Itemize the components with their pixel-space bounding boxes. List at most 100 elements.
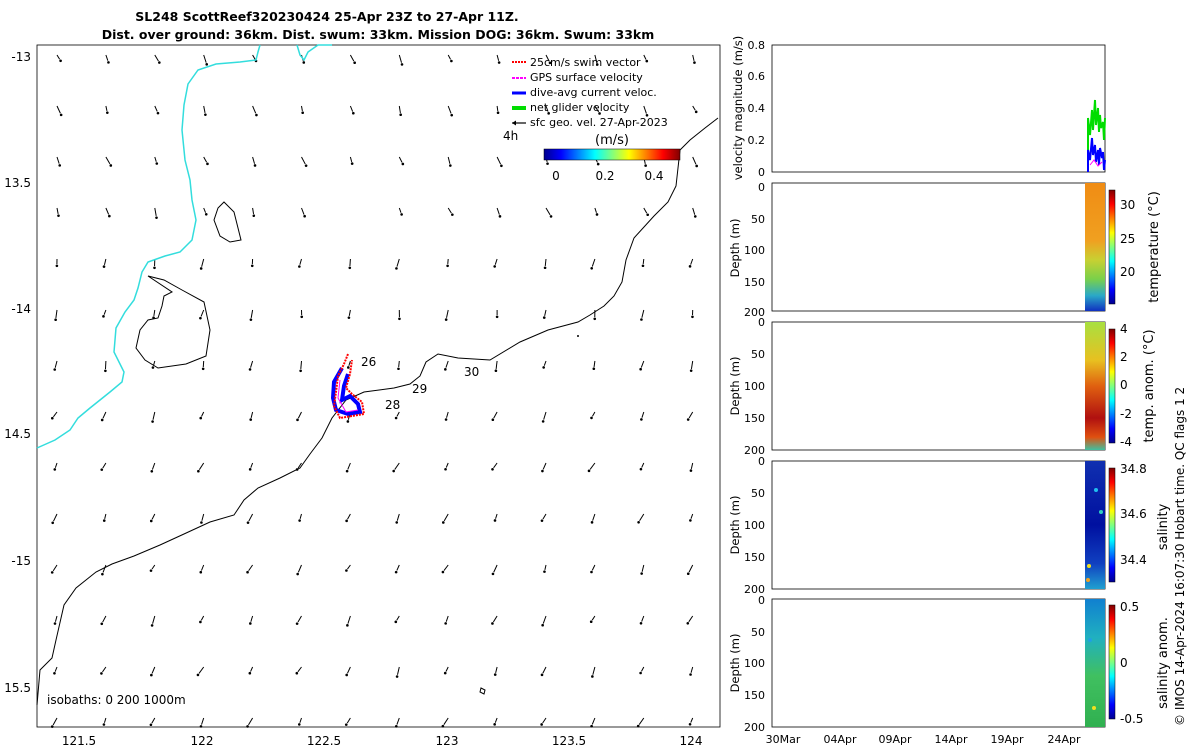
sfc-geo-vector-head [199, 267, 203, 270]
depth-tick: 200 [744, 444, 765, 457]
sfc-geo-vector-head [204, 113, 207, 116]
time-tick: 30Mar [766, 733, 801, 746]
temp-anom-cb-tick: 4 [1120, 322, 1128, 336]
sfc-geo-vector-head [636, 724, 640, 728]
sfc-geo-vector [54, 666, 58, 672]
isobaths-label: isobaths: 0 200 1000m [47, 693, 186, 707]
sfc-geo-vector [593, 360, 596, 368]
sfc-geo-vector-head [496, 111, 500, 115]
salinity-anom-cb-tick: 0 [1120, 656, 1128, 670]
sfc-geo-vector-head [51, 521, 55, 525]
sfc-geo-vector [545, 105, 549, 112]
sfc-geo-vector-head [493, 519, 497, 522]
day-label: 26 [361, 355, 376, 369]
sfc-geo-vector-head [541, 420, 545, 423]
sfc-geo-vector-head [155, 216, 158, 219]
sfc-geo-vector-head [589, 620, 593, 624]
isobath-island-b [213, 201, 242, 243]
time-tick: 14Apr [934, 733, 968, 746]
sfc-geo-vector-head [444, 622, 447, 625]
sfc-geo-vector [252, 54, 256, 60]
sfc-geo-vector-head [541, 469, 544, 473]
depth-tick: 50 [751, 348, 765, 361]
sfc-geo-vector-head [693, 61, 696, 64]
sfc-geo-vector-head [153, 266, 156, 270]
sfc-geo-vector [494, 258, 498, 265]
sfc-geo-vector-head [398, 317, 401, 321]
sfc-geo-vector [198, 462, 205, 470]
sfc-geo-vector-head [204, 213, 208, 216]
sfc-geo-vector [641, 462, 645, 468]
sfc-geo-vector [446, 411, 449, 418]
depth-tick: 150 [744, 412, 765, 425]
depth-tick: 150 [744, 689, 765, 702]
sfc-geo-vector [103, 309, 107, 315]
sfc-geo-vector-head [100, 622, 104, 626]
sfc-geo-vector-head [491, 468, 494, 471]
sfc-geo-vector-head [547, 112, 550, 115]
isobath-main [36, 117, 719, 706]
sfc-geo-vector-head [345, 569, 348, 572]
sfc-geo-vector-head [248, 368, 252, 371]
sfc-geo-vector [591, 717, 596, 725]
sfc-geo-vector [641, 615, 645, 622]
sfc-geo-vector [347, 462, 351, 470]
salinity-cb-tick: 34.4 [1120, 553, 1147, 567]
sfc-geo-vector-head [441, 570, 445, 574]
sfc-geo-vector [443, 717, 449, 725]
sfc-geo-vector-head [646, 213, 649, 217]
sfc-geo-vector-head [296, 418, 299, 422]
depth-ylabel: Depth (m) [728, 219, 742, 278]
sfc-geo-vector [105, 54, 109, 61]
speed-colorbar [543, 148, 681, 161]
sfc-geo-vector [446, 309, 449, 318]
y-tick: -13 [11, 50, 31, 64]
sfc-geo-vector [542, 666, 547, 674]
sfc-geo-vector-head [53, 468, 57, 471]
sfc-geo-vector-head [500, 164, 503, 168]
velocity-panel: velocity magnitude (m/s) 0 0.2 0.4 0.6 0… [731, 36, 1106, 180]
sfc-geo-vector [396, 258, 400, 267]
sfc-geo-vector [688, 411, 694, 419]
sfc-geo-vector [591, 258, 596, 267]
sfc-geo-vector [447, 54, 451, 60]
sfc-geo-vector [297, 615, 302, 623]
sfc-geo-vector [54, 462, 58, 468]
sfc-geo-vector-head [688, 265, 692, 268]
sfc-geo-vector [301, 156, 306, 165]
sfc-geo-vector [496, 156, 502, 165]
sfc-geo-vector-head [50, 571, 54, 574]
colorbar-unit: (m/s) [595, 133, 629, 148]
sfc-geo-vector-head [598, 112, 601, 115]
sfc-geo-vector-head [397, 367, 400, 371]
sfc-geo-vector [52, 717, 58, 726]
sfc-geo-vector-head [498, 215, 502, 218]
sfc-geo-vector [151, 564, 156, 570]
colorbar-tick: 0.2 [595, 169, 614, 183]
sfc-geo-vector [443, 513, 449, 522]
sfc-geo-vector [347, 615, 351, 624]
sfc-geo-vector [347, 513, 351, 520]
temperature-label: temperature (°C) [1147, 191, 1162, 303]
sfc-geo-vector-head [304, 164, 308, 167]
sfc-geo-vector [105, 156, 111, 165]
sfc-geo-vector [639, 513, 645, 522]
depth-tick: 100 [744, 244, 765, 257]
sfc-geo-vector [396, 564, 400, 571]
sfc-geo-vector [102, 411, 107, 419]
sfc-geo-vector-head [543, 266, 547, 270]
sfc-geo-vector-head [102, 315, 105, 318]
sfc-geo-vector [250, 615, 254, 622]
sfc-geo-vector [496, 105, 499, 112]
salinity-anom-cb-tick: 0.5 [1120, 600, 1139, 614]
sfc-geo-vector-head [395, 675, 399, 678]
velocity-tick: 0.4 [748, 102, 766, 115]
sfc-geo-vector [297, 411, 302, 419]
sfc-geo-vector-head [298, 519, 301, 522]
sfc-geo-vector-head [108, 214, 111, 218]
y-tick: -15 [11, 554, 31, 568]
sfc-geo-vector [346, 717, 351, 724]
salinity-label: salinity [1156, 503, 1171, 550]
sfc-geo-vector-head [645, 113, 649, 117]
sfc-geo-vector-head [639, 367, 642, 371]
